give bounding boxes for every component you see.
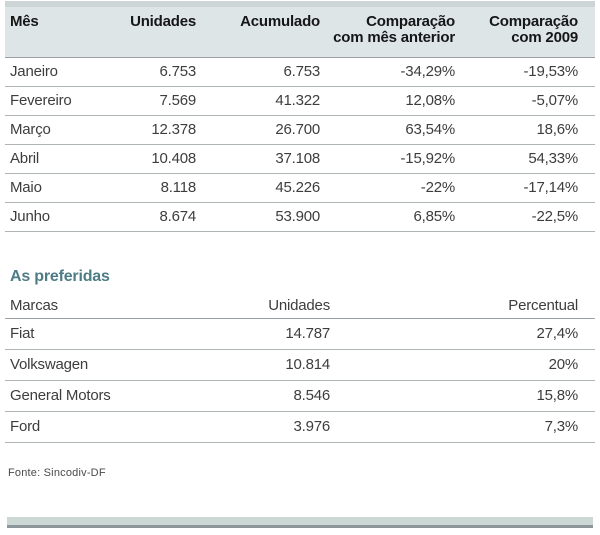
column-header-percentual: Percentual: [508, 297, 578, 314]
month-cell: Fevereiro: [10, 92, 72, 109]
column-header-unidades: Unidades: [110, 14, 196, 46]
column-header-comparacao-mes: Comparação com mês anterior: [320, 14, 455, 46]
table-row: Fiat 14.787 27,4%: [5, 319, 595, 350]
comparison-month-cell: 6,85%: [413, 208, 455, 225]
month-cell: Maio: [10, 179, 42, 196]
table-row: Junho 8.674 53.900 6,85% -22,5%: [5, 203, 595, 232]
brand-cell: Fiat: [10, 325, 35, 342]
brands-table-body: Fiat 14.787 27,4% Volkswagen 10.814 20% …: [5, 319, 595, 443]
percent-cell: 27,4%: [536, 325, 578, 342]
month-cell: Abril: [10, 150, 40, 167]
header-line: Unidades: [130, 13, 196, 30]
accumulated-cell: 45.226: [275, 179, 320, 196]
comparison-2009-cell: -17,14%: [523, 179, 579, 196]
bottom-bar-decoration: [7, 517, 593, 525]
comparison-2009-cell: -22,5%: [531, 208, 579, 225]
units-cell: 8.546: [293, 387, 330, 404]
header-line: Comparação: [366, 13, 455, 30]
brand-cell: Volkswagen: [10, 356, 89, 373]
comparison-2009-cell: -19,53%: [523, 63, 579, 80]
accumulated-cell: 6.753: [283, 63, 320, 80]
column-header-unidades: Unidades: [268, 297, 330, 314]
header-line: Mês: [10, 13, 39, 30]
column-header-mes: Mês: [10, 14, 110, 46]
month-cell: Março: [10, 121, 51, 138]
units-cell: 10.408: [151, 150, 196, 167]
accumulated-cell: 26.700: [275, 121, 320, 138]
percent-cell: 7,3%: [544, 418, 579, 435]
units-cell: 12.378: [151, 121, 196, 138]
units-cell: 7.569: [159, 92, 196, 109]
comparison-month-cell: -15,92%: [400, 150, 456, 167]
table-row: Volkswagen 10.814 20%: [5, 350, 595, 381]
section-title: As preferidas: [10, 268, 110, 285]
table-row: Ford 3.976 7,3%: [5, 412, 595, 443]
table-row: Janeiro 6.753 6.753 -34,29% -19,53%: [5, 58, 595, 87]
comparison-2009-cell: 18,6%: [536, 121, 578, 138]
comparison-2009-cell: -5,07%: [531, 92, 579, 109]
source-credit: Fonte: Sincodiv-DF: [8, 467, 106, 479]
comparison-month-cell: -22%: [420, 179, 455, 196]
header-line: com mês anterior: [333, 29, 455, 46]
table-row: Maio 8.118 45.226 -22% -17,14%: [5, 174, 595, 203]
units-cell: 6.753: [159, 63, 196, 80]
accumulated-cell: 41.322: [275, 92, 320, 109]
bottom-line-decoration: [7, 525, 593, 528]
monthly-sales-table-header: Mês Unidades Acumulado Comparação com mê…: [5, 7, 595, 57]
comparison-month-cell: 63,54%: [405, 121, 455, 138]
units-cell: 8.674: [159, 208, 196, 225]
month-cell: Junho: [10, 208, 50, 225]
top-strip-decoration: [5, 1, 595, 7]
percent-cell: 20%: [548, 356, 579, 373]
percent-cell: 15,8%: [536, 387, 578, 404]
table-row: Abril 10.408 37.108 -15,92% 54,33%: [5, 145, 595, 174]
accumulated-cell: 53.900: [275, 208, 320, 225]
units-cell: 3.976: [293, 418, 330, 435]
column-header-marcas: Marcas: [10, 297, 58, 314]
comparison-month-cell: 12,08%: [405, 92, 455, 109]
column-header-comparacao-2009: Comparação com 2009: [455, 14, 578, 46]
comparison-2009-cell: 54,33%: [528, 150, 578, 167]
header-line: Acumulado: [240, 13, 320, 30]
monthly-sales-table-body: Janeiro 6.753 6.753 -34,29% -19,53% Feve…: [5, 57, 595, 232]
units-cell: 10.814: [285, 356, 330, 373]
header-line: Comparação: [489, 13, 578, 30]
brand-cell: General Motors: [10, 387, 111, 404]
units-cell: 14.787: [285, 325, 330, 342]
units-cell: 8.118: [160, 179, 197, 196]
brands-table-header: Marcas Unidades Percentual: [5, 297, 595, 319]
table-row: Março 12.378 26.700 63,54% 18,6%: [5, 116, 595, 145]
accumulated-cell: 37.108: [275, 150, 320, 167]
header-line: com 2009: [511, 29, 578, 46]
column-header-acumulado: Acumulado: [196, 14, 320, 46]
brand-cell: Ford: [10, 418, 41, 435]
comparison-month-cell: -34,29%: [400, 63, 456, 80]
table-row: Fevereiro 7.569 41.322 12,08% -5,07%: [5, 87, 595, 116]
table-row: General Motors 8.546 15,8%: [5, 381, 595, 412]
month-cell: Janeiro: [10, 63, 58, 80]
